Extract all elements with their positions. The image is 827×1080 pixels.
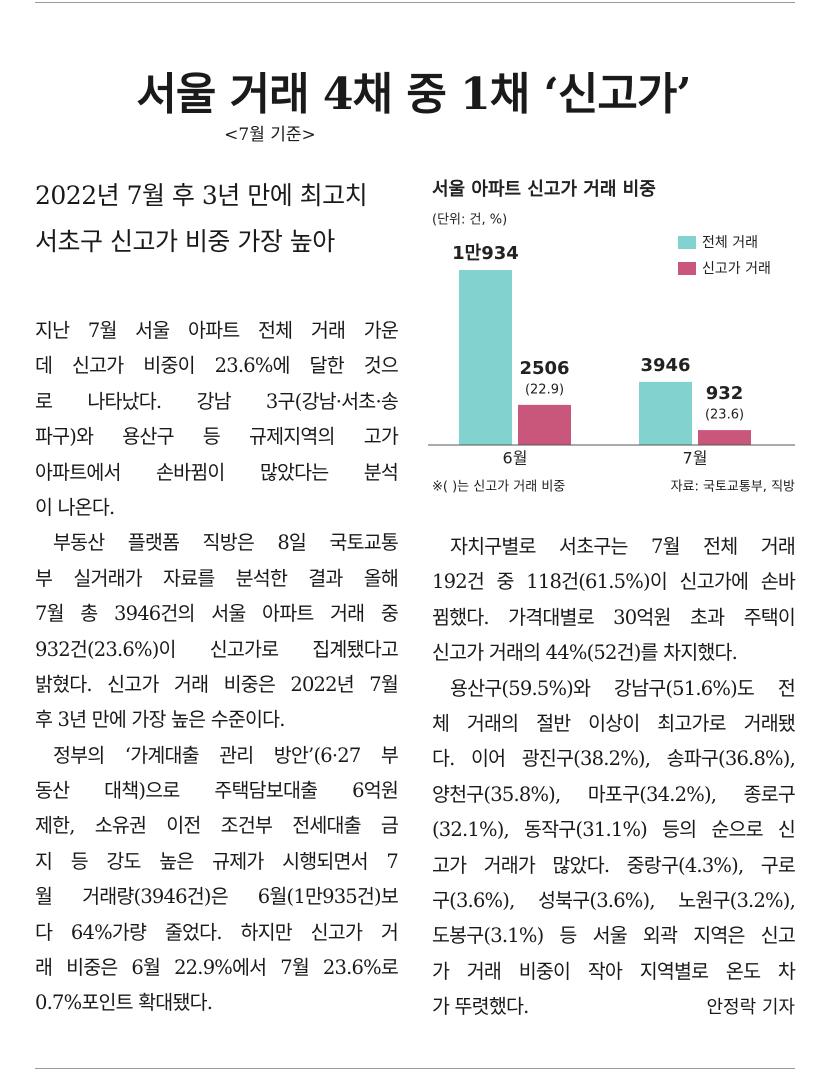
bottom-rule [35, 1068, 795, 1069]
unit-note: (단위: 건, %) [432, 213, 507, 228]
x-tick-label: 7월 [683, 449, 708, 468]
body-line: 밝혔다. 신고가 거래 비중은 2022년 7월 [35, 672, 399, 696]
legend-label: 전체 거래 [702, 235, 758, 251]
body-line: 파구)와 용산구 등 규제지역의 고가 [35, 425, 399, 449]
body-line: 데 신고가 비중이 23.6%에 달한 것으 [35, 354, 399, 378]
legend-swatch [678, 236, 696, 249]
bar [639, 381, 692, 445]
body-line: 정부의 ‘가계대출 관리 방안’(6·27 부 [53, 743, 399, 767]
body-line: 932건(23.6%)이 신고가로 집계됐다고 [35, 637, 399, 661]
bar [698, 430, 751, 445]
body-line: 월 거래량(3946건)은 6월(1만935건)보 [35, 885, 399, 909]
value-label: 932 [706, 383, 744, 404]
body-line: 후 3년 만에 가장 높은 수준이다. [35, 708, 285, 732]
bar [518, 404, 571, 445]
value-label: 3946 [640, 355, 690, 376]
value-label: 1만934 [452, 243, 519, 264]
body-line: 0.7%포인트 확대됐다. [35, 991, 213, 1015]
body-line: 도봉구(3.1%) 등 서울 외곽 지역은 신고 [432, 924, 796, 948]
top-rule [35, 2, 795, 3]
body-line: 다 64%가량 줄었다. 하지만 신고가 거 [35, 920, 399, 944]
body-line: (32.1%), 동작구(31.1%) 등의 순으로 신 [432, 818, 796, 842]
body-line: 제한, 소유권 이전 조건부 전세대출 금 [35, 814, 399, 838]
body-line: 가 뚜렷했다. [432, 995, 529, 1019]
body-line: 부동산 플랫폼 직방은 8일 국토교통 [53, 531, 399, 555]
body-line: 가 거래 비중이 작아 지역별로 온도 차 [432, 959, 796, 983]
body-line: 래 비중은 6월 22.9%에서 7월 23.6%로 [35, 956, 399, 980]
headline-subtitle: <7월 기준> [224, 125, 316, 145]
body-line: 이 나온다. [35, 495, 115, 519]
headline: 서울 거래 4채 중 1채 ‘신고가’ [136, 69, 691, 120]
body-line: 양천구(35.8%), 마포구(34.2%), 종로구 [432, 782, 796, 806]
body-line: 지 등 강도 높은 규제가 시행되면서 7 [35, 849, 399, 873]
body-line: 지난 7월 서울 아파트 전체 거래 가운 [35, 319, 399, 342]
subheadline: 2022년 7월 후 3년 만에 최고치 [35, 181, 368, 210]
body-line: 7월 총 3946건의 서울 아파트 거래 중 [35, 602, 399, 626]
body-line: 다. 이어 광진구(38.2%), 송파구(36.8%), [432, 747, 796, 771]
body-line: 동산 대책)으로 주택담보대출 6억원 [35, 779, 399, 803]
right-column: 자치구별로 서초구는 7월 전체 거래 192건 중 118건(61.5%)이 신… [432, 529, 796, 1024]
value-label: 2506 [519, 358, 569, 379]
body-line: 고가 거래가 많았다. 중랑구(4.3%), 구로 [432, 853, 796, 877]
chart-title: 서울 아파트 신고가 거래 비중 [432, 179, 656, 200]
body-line: 신고가 거래의 44%(52건)를 차지했다. [432, 641, 738, 665]
body-line: 뀜했다. 가격대별로 30억원 초과 주택이 [432, 605, 796, 629]
byline: 안정락 기자 [706, 997, 795, 1018]
share-label: (23.6) [705, 408, 744, 423]
legend-label: 신고가 거래 [702, 261, 771, 277]
chart-note: ※( )는 신고가 거래 비중 [432, 480, 565, 495]
chart-source: 자료: 국토교통부, 직방 [671, 480, 795, 495]
body-line: 부 실거래가 자료를 분석한 결과 올해 [35, 566, 399, 590]
body-line: 체 거래의 절반 이상이 최고가로 거래됐 [432, 711, 796, 735]
body-line: 로 나타났다. 강남 3구(강남·서초·송 [35, 389, 399, 413]
body-line: 아파트에서 손바뀜이 많았다는 분석 [35, 460, 399, 484]
body-line: 자치구별로 서초구는 7월 전체 거래 [450, 535, 796, 558]
x-tick-label: 6월 [503, 449, 528, 468]
bar [459, 270, 512, 445]
body-line: 192건 중 118건(61.5%)이 신고가에 손바 [432, 570, 796, 594]
subheadline: 서초구 신고가 비중 가장 높아 [35, 227, 335, 256]
body-line: 용산구(59.5%)와 강남구(51.6%)도 전 [450, 676, 796, 700]
share-label: (22.9) [525, 382, 564, 397]
legend-swatch [678, 262, 696, 275]
body-line: 구(3.6%), 성북구(3.6%), 노원구(3.2%), [432, 888, 796, 912]
